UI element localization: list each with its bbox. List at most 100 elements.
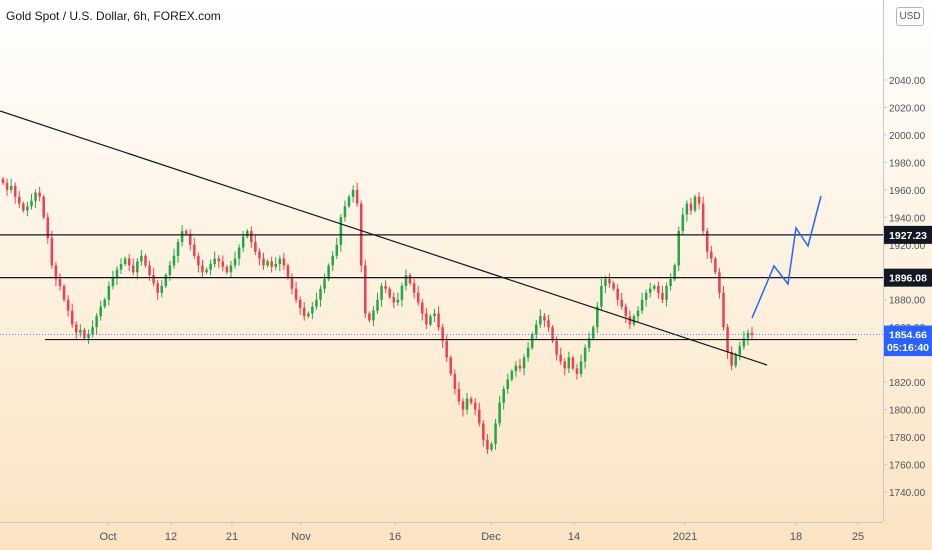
candle-body [58, 279, 62, 286]
candle-body [209, 264, 212, 270]
currency-button[interactable]: USD [896, 7, 924, 26]
candle-body [636, 310, 640, 317]
candle-body [412, 283, 416, 293]
price-tick-label: 1760.00 [889, 461, 926, 472]
candle-body [278, 258, 282, 265]
candle-body [327, 265, 330, 280]
candle-body [701, 203, 705, 232]
candle-body [718, 272, 721, 293]
candle-body [677, 231, 680, 266]
candle-body [351, 189, 355, 197]
candle-body [665, 286, 668, 300]
candle-body [522, 357, 526, 369]
time-tick-label: 12 [165, 531, 177, 543]
candle-body [408, 275, 412, 284]
candle-body [290, 277, 294, 289]
candle-body [107, 286, 111, 300]
candle-body [587, 338, 591, 348]
candle-body [384, 286, 387, 289]
candle-body [669, 279, 672, 286]
candle-body [530, 334, 534, 348]
candle-body [502, 389, 505, 403]
price-label-bg [884, 225, 932, 244]
candle-body [425, 313, 428, 325]
candle-body [453, 373, 457, 389]
candle-body [583, 347, 587, 362]
candle-body [54, 265, 58, 280]
candle-body [608, 279, 611, 284]
candle-body [245, 231, 249, 237]
candle-body [319, 288, 322, 300]
candle-body [392, 296, 396, 303]
candle-body [714, 258, 717, 273]
candle-body [449, 357, 453, 374]
candle-body [201, 265, 204, 273]
candle-body [616, 288, 619, 300]
candle-body [282, 258, 286, 266]
candle-body [193, 244, 196, 256]
candle-body [579, 361, 583, 374]
candle-body [95, 316, 98, 328]
candle-body [38, 192, 41, 197]
candle-body [526, 347, 530, 358]
chart-title: Gold Spot / U.S. Dollar, 6h, FOREX.com [6, 9, 221, 23]
candle-body [26, 206, 29, 211]
candle-body [421, 302, 424, 314]
candle-body [380, 286, 383, 300]
candle-body [600, 286, 603, 307]
candle-body [30, 200, 33, 207]
time-tick-label: 2021 [673, 531, 697, 543]
candle-body [433, 313, 436, 317]
candle-body [486, 439, 489, 450]
candle-body [5, 183, 9, 190]
candle-body [482, 423, 485, 440]
candle-body [9, 185, 13, 190]
candle-body [266, 261, 269, 266]
candle-body [156, 283, 159, 293]
candle-body [648, 288, 652, 293]
candle-body [229, 265, 233, 273]
candle-body [79, 329, 82, 333]
candle-body [262, 258, 265, 266]
candle-body [99, 306, 102, 317]
candle-body [13, 185, 17, 197]
time-tick-label: 16 [389, 531, 401, 543]
candle-body [127, 258, 131, 266]
price-tick-label: 1980.00 [889, 158, 926, 169]
candle-body [640, 299, 644, 311]
price-tick-label: 1740.00 [889, 488, 926, 499]
candle-body [571, 357, 575, 369]
candle-body [46, 217, 50, 238]
candle-body [461, 401, 465, 410]
price-label-bg [884, 268, 932, 287]
candle-body [465, 398, 469, 410]
candle-body [83, 329, 86, 339]
candle-body [506, 379, 510, 389]
candle-body [258, 251, 261, 259]
candle-body [119, 264, 123, 270]
candle-body [547, 320, 550, 328]
candle-body [376, 299, 379, 311]
candle-body [705, 231, 709, 252]
candle-body [331, 255, 334, 266]
candle-body [323, 279, 326, 289]
candle-body [750, 332, 754, 335]
candle-body [131, 265, 135, 273]
candle-body [644, 292, 648, 300]
candle-body [661, 292, 664, 300]
time-tick-label: 14 [568, 531, 580, 543]
candle-body [111, 277, 115, 286]
candle-body [498, 402, 501, 424]
candle-body [315, 299, 318, 307]
candle-body [372, 310, 375, 321]
candle-body [396, 299, 400, 303]
candle-body [172, 255, 176, 266]
price-tick-label: 1920.00 [889, 241, 926, 252]
candle-body [115, 269, 119, 278]
projection-path [751, 195, 822, 319]
candle-body [274, 264, 277, 267]
candle-body [355, 189, 359, 204]
candle-body [575, 368, 579, 374]
candle-body [294, 288, 298, 300]
